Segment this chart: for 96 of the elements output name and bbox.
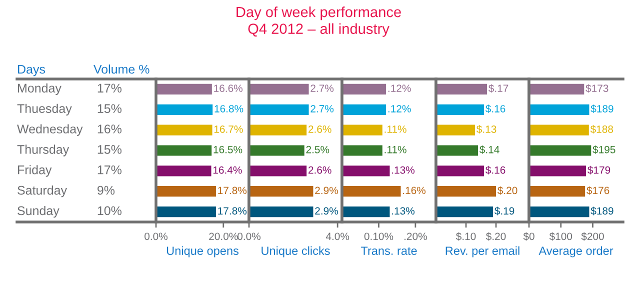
data-label: 2.6%	[308, 166, 332, 174]
data-label: .16%	[403, 186, 426, 194]
bar	[342, 104, 386, 115]
bar	[249, 104, 309, 115]
x-axis-title: Unique clicks	[262, 246, 330, 258]
x-tick-label: $0	[523, 232, 534, 241]
data-label: 2.6%	[308, 125, 332, 133]
category-label: Thursday	[17, 144, 70, 156]
bar	[342, 84, 386, 95]
bar	[342, 166, 390, 176]
data-label: 17%	[98, 165, 122, 174]
category-label: Friday	[18, 165, 52, 177]
text: Days	[18, 64, 46, 76]
data-label: $176	[586, 186, 610, 195]
data-label: 15%	[98, 145, 122, 154]
x-tick-label: 0.0%	[238, 232, 260, 240]
bar	[436, 186, 496, 197]
data-label: 17.8%	[218, 186, 247, 194]
x-axis-title: Unique opens	[166, 246, 239, 258]
data-label: $.13	[476, 125, 496, 134]
x-tick-label: .20%	[404, 232, 427, 240]
data-label: $.14	[480, 145, 500, 154]
bar	[529, 84, 584, 95]
bar	[249, 145, 304, 156]
data-label: 16.8%	[214, 105, 244, 112]
data-label: 17.8%	[218, 207, 247, 215]
bar	[436, 145, 478, 156]
bar	[529, 124, 589, 136]
x-tick-label: $.10	[456, 232, 476, 241]
data-label: .12%	[388, 105, 411, 112]
data-label: 16.7%	[214, 125, 243, 133]
data-label: $.17	[488, 84, 508, 93]
data-label: .12%	[388, 84, 411, 92]
bar	[342, 206, 390, 218]
data-label: $195	[592, 145, 616, 154]
bar	[249, 166, 307, 176]
x-tick-label: $100	[549, 232, 572, 241]
bar	[436, 124, 475, 136]
bar	[529, 166, 586, 176]
data-label: 16.5%	[214, 146, 242, 154]
data-label: 16.6%	[214, 84, 242, 92]
bar	[529, 104, 590, 115]
x-tick-label: 0.0%	[144, 232, 168, 240]
bar	[249, 84, 309, 95]
data-label: 15%	[98, 104, 122, 113]
data-label: $179	[588, 166, 610, 174]
data-label: $.16	[486, 166, 506, 174]
data-label: .11%	[384, 146, 406, 154]
bar	[529, 186, 586, 197]
data-label: 16%	[98, 124, 122, 134]
data-label: 2.7%	[310, 84, 334, 92]
x-axis-title: Trans. rate	[360, 246, 417, 255]
category-label: Thuesday	[17, 104, 72, 116]
data-label: $.20	[498, 186, 518, 195]
category-label: Sunday	[18, 206, 60, 218]
data-label: 2.7%	[310, 105, 334, 112]
bar	[529, 145, 592, 156]
x-tick-label: $200	[581, 232, 604, 241]
category-label: Saturday	[18, 186, 68, 198]
bar	[436, 104, 484, 115]
data-label: $173	[586, 84, 608, 93]
bar	[436, 166, 484, 176]
data-label: $.16	[486, 104, 506, 114]
x-tick-label: $.20	[486, 232, 506, 241]
bar	[529, 206, 590, 218]
bar	[249, 186, 314, 197]
data-label: 2.5%	[306, 146, 330, 154]
x-tick-label: 20.0%	[209, 232, 238, 240]
data-label: 2.9%	[315, 207, 338, 215]
x-axis-title: Rev. per email	[446, 246, 520, 258]
x-tick-label: 0.10%	[364, 232, 394, 240]
x-tick-label: 4.0%	[326, 232, 350, 240]
bar	[436, 84, 487, 95]
data-label: 10%	[98, 206, 122, 216]
x-axis-title: Average order	[538, 246, 614, 258]
bar	[249, 124, 307, 136]
data-label: .13%	[392, 207, 414, 215]
data-label: .11%	[384, 126, 406, 133]
data-label: .13%	[392, 166, 414, 174]
text: Day of week performance Q4 2012 – all industry	[236, 6, 401, 37]
data-label: $189	[590, 206, 614, 216]
data-label: 2.9%	[315, 186, 338, 194]
bar	[342, 124, 382, 136]
category-label: Monday	[18, 83, 62, 96]
data-label: 16.4%	[213, 166, 242, 174]
data-label: $189	[590, 104, 614, 114]
category-label: Wednesday	[17, 124, 83, 136]
bar	[342, 186, 401, 197]
data-label: $.19	[494, 206, 514, 216]
bar	[436, 206, 493, 218]
data-label: $188	[590, 125, 614, 134]
text: Volume %	[94, 64, 150, 74]
data-label: 17%	[98, 84, 122, 93]
bar	[342, 145, 382, 156]
data-label: 9%	[98, 186, 115, 195]
bar	[249, 206, 314, 218]
